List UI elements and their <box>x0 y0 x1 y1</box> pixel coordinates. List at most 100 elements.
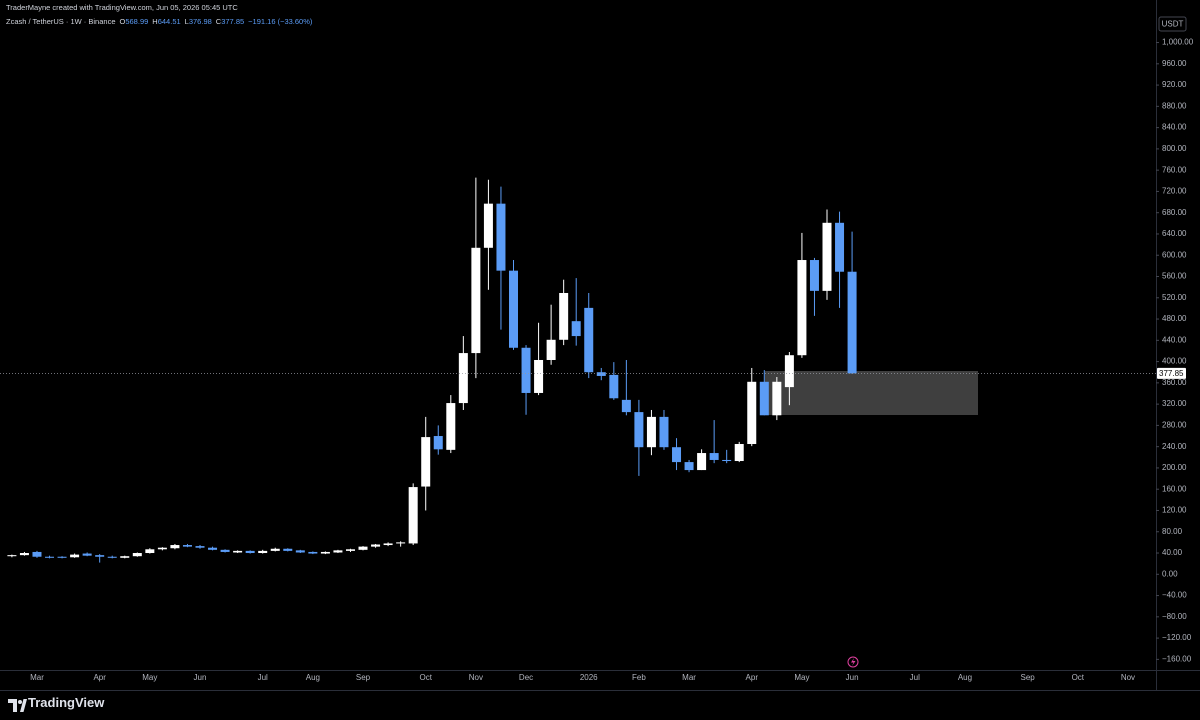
y-tick-label: 120.00 <box>1162 506 1187 515</box>
symbol: Zcash / TetherUS · 1W · Binance <box>6 17 116 26</box>
x-tick-label: Sep <box>1021 673 1036 682</box>
x-tick-label: Apr <box>746 673 759 682</box>
candle-body <box>320 551 330 554</box>
candle-body <box>245 550 255 554</box>
y-tick-label: 720.00 <box>1162 187 1187 196</box>
y-tick-label: 1,000.00 <box>1162 38 1194 47</box>
candle-body <box>697 453 707 471</box>
y-tick-label: 360.00 <box>1162 378 1187 387</box>
y-tick-label: 760.00 <box>1162 165 1187 174</box>
x-tick-label: Jul <box>910 673 920 682</box>
x-tick-label: Aug <box>306 673 320 682</box>
y-tick-label: 600.00 <box>1162 250 1187 259</box>
x-tick-label: Mar <box>30 673 44 682</box>
event-icon[interactable] <box>847 656 859 668</box>
candle-body <box>270 548 280 551</box>
candle-body <box>772 381 782 416</box>
candle-body <box>170 545 180 549</box>
x-tick-label: Jun <box>194 673 207 682</box>
candle-body <box>132 553 142 557</box>
y-tick-label: −120.00 <box>1162 633 1192 642</box>
candle-body <box>722 459 732 462</box>
candle-body <box>521 347 531 393</box>
candle-body <box>283 548 293 551</box>
y-tick-label: −160.00 <box>1162 654 1192 663</box>
candle-body <box>195 546 205 548</box>
candle-body <box>157 547 167 550</box>
candle-body <box>19 553 29 556</box>
candle-body <box>57 556 67 558</box>
y-tick-label: −40.00 <box>1162 591 1187 600</box>
ohlc-value: 568.99 <box>125 17 149 26</box>
x-tick-label: Oct <box>419 673 432 682</box>
ohlc-prefix: L <box>184 17 189 26</box>
candle-body <box>609 374 619 399</box>
candle-body <box>684 462 694 471</box>
candle-body <box>584 307 594 373</box>
x-tick-label: Nov <box>1121 673 1135 682</box>
y-tick-label: 0.00 <box>1162 569 1178 578</box>
candle-body <box>822 222 832 291</box>
candle-body <box>458 353 468 404</box>
ohlc-prefix: H <box>152 17 158 26</box>
y-tick-label: 680.00 <box>1162 208 1187 217</box>
candle-body <box>797 260 807 356</box>
credit: TraderMayne created with TradingView.com… <box>6 3 238 12</box>
candle-body <box>182 545 192 547</box>
x-tick-label: 2026 <box>580 673 598 682</box>
zone-box <box>765 371 978 415</box>
candle-body <box>659 416 669 448</box>
candle-body <box>107 556 117 558</box>
y-tick-label: 840.00 <box>1162 123 1187 132</box>
candle-body <box>471 247 481 354</box>
brand: TradingView <box>28 695 105 710</box>
x-tick-label: Nov <box>469 673 483 682</box>
candle-body <box>546 339 556 360</box>
ohlc-value: 376.98 <box>188 17 212 26</box>
logo-mark <box>8 699 17 712</box>
ohlc-prefix: O <box>119 17 126 26</box>
candle-body <box>345 549 355 551</box>
x-tick-label: Apr <box>93 673 106 682</box>
x-tick-label: Sep <box>356 673 371 682</box>
x-tick-label: Aug <box>958 673 972 682</box>
candle-body <box>208 547 218 550</box>
y-tick-label: 40.00 <box>1162 548 1183 557</box>
candle-body <box>784 355 794 388</box>
candle-body <box>809 260 819 291</box>
candle-body <box>258 550 268 554</box>
candle-body <box>371 544 381 547</box>
event-bolt <box>851 658 856 666</box>
candle-body <box>747 381 757 445</box>
candle-body <box>734 444 744 462</box>
y-tick-label: 280.00 <box>1162 421 1187 430</box>
y-tick-label: 480.00 <box>1162 314 1187 323</box>
y-tick-label: 400.00 <box>1162 357 1187 366</box>
candle-body <box>145 549 155 554</box>
logo-dot <box>18 700 22 704</box>
y-tick-label: 960.00 <box>1162 59 1187 68</box>
x-tick-label: Jul <box>258 673 268 682</box>
candle-body <box>358 546 368 550</box>
x-tick-label: Feb <box>632 673 646 682</box>
x-tick-label: May <box>142 673 157 682</box>
candle-body <box>383 543 393 546</box>
y-tick-label: −80.00 <box>1162 612 1187 621</box>
y-tick-label: 880.00 <box>1162 101 1187 110</box>
x-tick-label: Oct <box>1072 673 1085 682</box>
candle-body <box>45 556 55 558</box>
last-price-label: 377.85 <box>1159 369 1184 378</box>
candle-body <box>433 436 443 450</box>
change: −191.16 (−33.60%) <box>248 17 313 26</box>
candle-body <box>483 203 493 248</box>
candle-body <box>421 437 431 487</box>
candle-body <box>835 222 845 272</box>
y-tick-label: 520.00 <box>1162 293 1187 302</box>
candle-body <box>571 321 581 337</box>
x-tick-label: Jun <box>846 673 859 682</box>
y-tick-label: 80.00 <box>1162 527 1183 536</box>
candle-body <box>446 403 456 450</box>
